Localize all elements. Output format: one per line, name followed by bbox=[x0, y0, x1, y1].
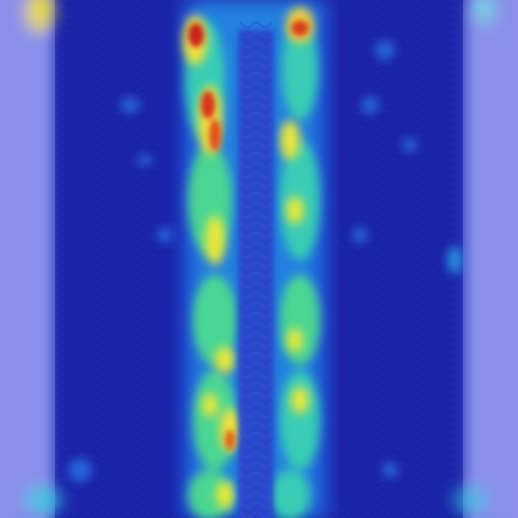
central-band-hot bbox=[188, 20, 309, 450]
seam-stitching bbox=[240, 20, 272, 518]
central-band-warm bbox=[183, 7, 314, 509]
scattered-hotspots bbox=[68, 40, 463, 482]
